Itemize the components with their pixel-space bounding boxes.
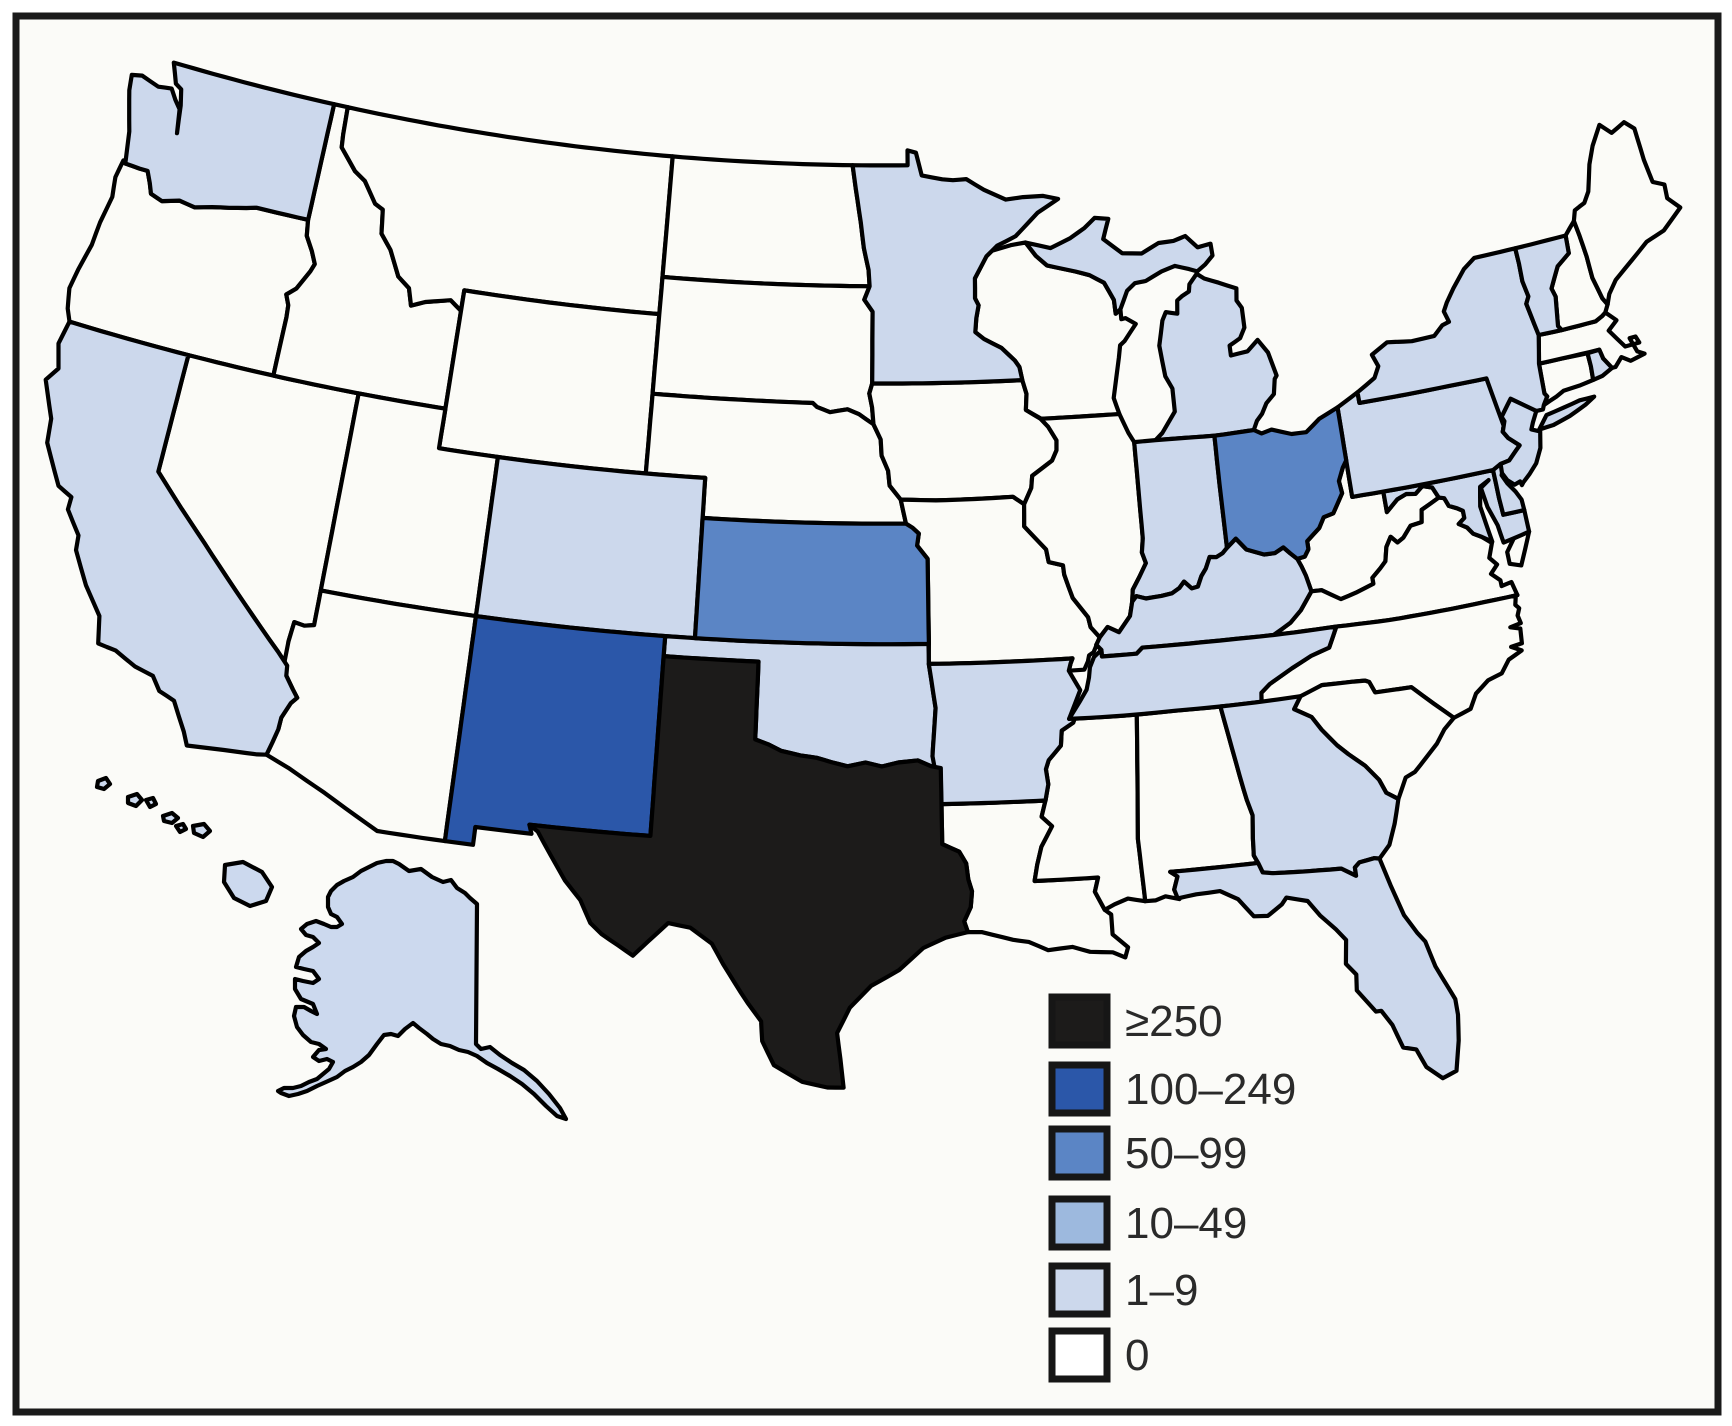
svg-text:0: 0 [1125,1331,1149,1380]
svg-text:100–249: 100–249 [1125,1065,1296,1114]
svg-text:1–9: 1–9 [1125,1266,1198,1315]
svg-text:50–99: 50–99 [1125,1129,1247,1178]
svg-text:≥250: ≥250 [1125,997,1223,1046]
svg-text:10–49: 10–49 [1125,1199,1247,1248]
